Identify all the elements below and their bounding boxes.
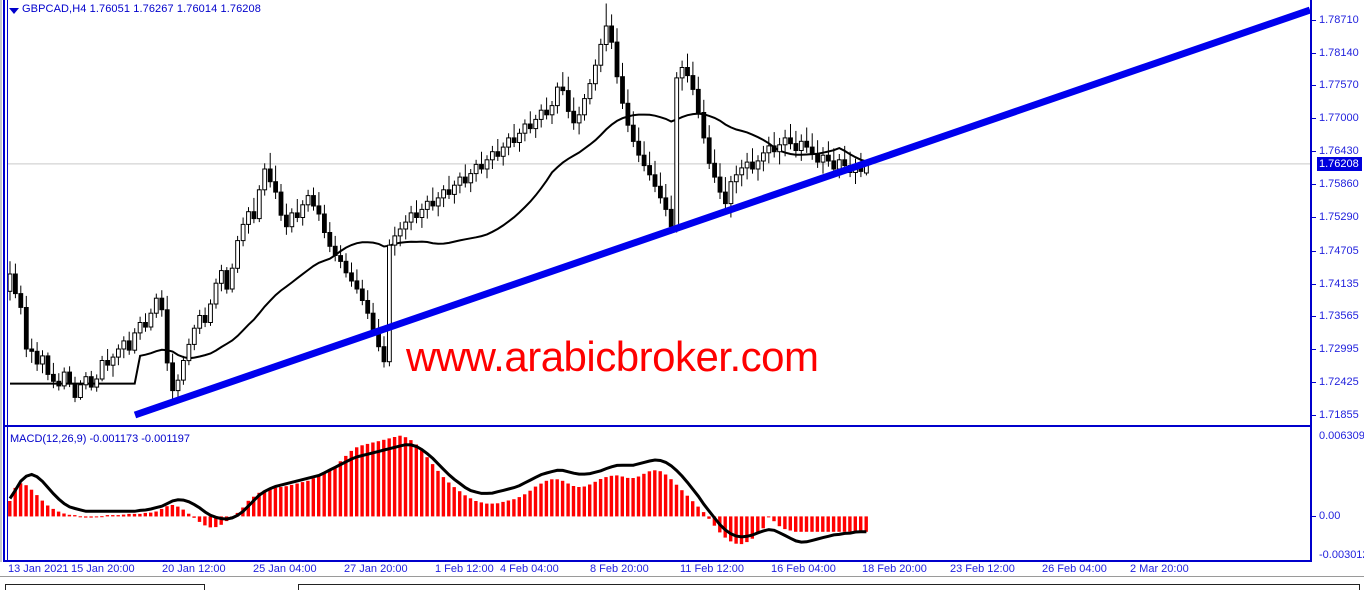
price-tick-label: 1.77570 [1319, 79, 1359, 92]
macd-pane[interactable] [8, 428, 1310, 560]
time-tick-label: 4 Feb 04:00 [500, 563, 559, 575]
macd-axis[interactable]: 0.006309 0.00 -0.003012 [1312, 428, 1364, 562]
macd-chart-svg [8, 435, 868, 545]
price-tick [1312, 216, 1316, 218]
macd-tick-label: 0.00 [1319, 510, 1341, 523]
time-tick-label: 23 Feb 12:00 [950, 563, 1015, 575]
macd-tick [1312, 516, 1316, 518]
price-tick-label: 1.78710 [1319, 13, 1359, 26]
price-tick [1312, 151, 1316, 153]
time-tick-label: 11 Feb 12:00 [680, 563, 745, 575]
chart-border-left [7, 0, 8, 575]
current-price-label: 1.76208 [1317, 156, 1362, 171]
macd-tick-label: 0.006309 [1319, 429, 1364, 442]
price-tick [1312, 382, 1316, 384]
window-border-outer [0, 0, 2, 575]
window-border-left [3, 0, 5, 575]
price-tick [1312, 349, 1316, 351]
price-tick-label: 1.74705 [1319, 244, 1359, 257]
terminal-panel-right[interactable] [298, 584, 1360, 590]
chevron-down-icon[interactable] [9, 8, 19, 14]
price-tick-label: 1.72995 [1319, 343, 1359, 356]
watermark-text: www.arabicbroker.com [406, 333, 819, 380]
price-tick-label: 1.74135 [1319, 277, 1359, 290]
price-tick-label: 1.71855 [1319, 409, 1359, 422]
time-tick-label: 2 Mar 20:00 [1130, 563, 1189, 575]
price-tick [1312, 85, 1316, 87]
time-tick-label: 26 Feb 04:00 [1042, 563, 1107, 575]
price-tick [1312, 19, 1316, 21]
price-tick [1312, 415, 1316, 417]
time-tick-label: 20 Jan 12:00 [162, 563, 226, 575]
time-tick-label: 8 Feb 20:00 [590, 563, 649, 575]
time-tick-label: 15 Jan 20:00 [71, 563, 135, 575]
price-tick-label: 1.73565 [1319, 310, 1359, 323]
price-tick-label: 1.75860 [1319, 178, 1359, 190]
pane-separator-top [3, 425, 1312, 427]
price-chart-svg [8, 3, 1310, 419]
time-axis[interactable]: 13 Jan 2021 15 Jan 20:00 20 Jan 12:00 25 Ja… [0, 562, 1364, 576]
terminal-panel-left[interactable] [5, 584, 205, 590]
time-tick-label: 16 Feb 04:00 [771, 563, 836, 575]
price-tick [1312, 283, 1316, 285]
price-axis[interactable]: 1.78710 1.78140 1.77570 1.77000 1.76430 1.758… [1312, 0, 1364, 428]
time-tick-label: 13 Jan 2021 [8, 563, 69, 575]
price-tick [1312, 316, 1316, 318]
chart-border-right [1310, 0, 1312, 575]
price-tick-label: 1.72425 [1319, 376, 1359, 389]
price-pane[interactable] [8, 0, 1310, 424]
macd-indicator-label: MACD(12,26,9) -0.001173 -0.001197 [10, 433, 190, 445]
price-tick [1312, 118, 1316, 120]
time-tick-label: 1 Feb 12:00 [435, 563, 494, 575]
time-tick-label: 27 Jan 20:00 [344, 563, 408, 575]
price-tick-label: 1.76430 [1319, 145, 1359, 158]
time-tick-label: 18 Feb 20:00 [862, 563, 927, 575]
price-tick [1312, 52, 1316, 54]
symbol-label: GBPCAD,H4 1.76051 1.76267 1.76014 1.7620… [22, 3, 261, 15]
price-tick [1312, 184, 1316, 185]
pane-separator-bottom [3, 560, 1312, 562]
price-tick [1312, 250, 1316, 252]
macd-tick-label: -0.003012 [1319, 549, 1364, 561]
price-tick-label: 1.78140 [1319, 46, 1359, 59]
time-tick-label: 25 Jan 04:00 [253, 563, 317, 575]
price-tick-label: 1.77000 [1319, 112, 1359, 125]
chart-window: GBPCAD,H4 1.76051 1.76267 1.76014 1.7620… [0, 0, 1364, 575]
price-tick-label: 1.75290 [1319, 210, 1359, 223]
